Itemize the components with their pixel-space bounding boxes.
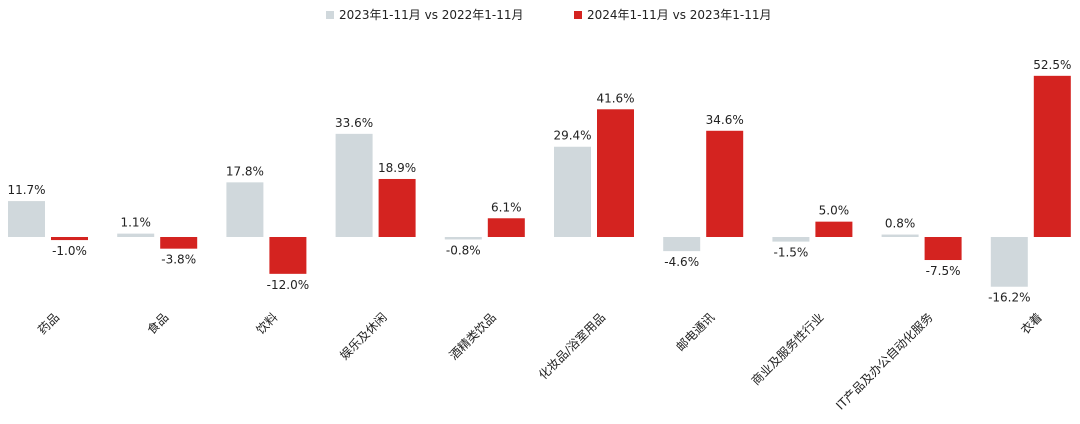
- bar-2024-2: [269, 237, 307, 274]
- data-label-2024-9: 52.5%: [1033, 58, 1071, 72]
- category-label-0: 药品: [35, 310, 62, 337]
- bar-2023-3: [335, 133, 373, 237]
- category-label-7: 商业及服务性行业: [748, 310, 826, 388]
- data-label-2023-4: -0.8%: [446, 243, 481, 257]
- bar-2023-1: [117, 233, 155, 237]
- category-label-3: 娱乐及休闲: [337, 310, 389, 362]
- data-label-2023-8: 0.8%: [885, 217, 916, 231]
- data-label-2023-7: -1.5%: [773, 246, 808, 260]
- bar-2023-2: [226, 182, 264, 237]
- bar-2024-8: [924, 237, 962, 261]
- bar-2023-5: [554, 146, 591, 237]
- category-label-1: 食品: [144, 310, 172, 338]
- data-label-2024-6: 34.6%: [706, 113, 744, 127]
- legend-item-2023: 2023年1-11月 vs 2022年1-11月: [326, 6, 524, 23]
- data-label-2023-2: 17.8%: [226, 164, 264, 178]
- bar-2024-5: [597, 109, 634, 237]
- category-label-6: 邮电通讯: [673, 310, 717, 354]
- data-label-2023-5: 29.4%: [553, 129, 591, 143]
- legend-label-2024: 2024年1-11月 vs 2023年1-11月: [587, 8, 772, 22]
- data-label-2024-8: -7.5%: [926, 264, 961, 278]
- data-label-2023-3: 33.6%: [335, 116, 373, 130]
- data-label-2023-0: 11.7%: [7, 183, 45, 197]
- data-label-2023-9: -16.2%: [988, 291, 1030, 305]
- bar-2023-9: [990, 237, 1028, 287]
- category-label-5: 化妆品/浴室用品: [535, 310, 608, 383]
- bar-2024-3: [378, 178, 416, 237]
- category-label-9: 衣着: [1017, 310, 1045, 338]
- bar-2024-6: [706, 130, 744, 237]
- category-label-2: 饮料: [254, 310, 281, 337]
- legend: 2023年1-11月 vs 2022年1-11月 2024年1-11月 vs 2…: [0, 6, 1080, 26]
- data-label-2023-6: -4.6%: [664, 255, 699, 269]
- bar-2023-6: [663, 237, 701, 252]
- data-label-2024-1: -3.8%: [161, 253, 196, 267]
- bar-2024-1: [160, 237, 198, 249]
- bar-2024-4: [487, 218, 525, 237]
- category-label-8: IT产品及办公自动化服务: [833, 310, 936, 413]
- legend-swatch-2024: [574, 10, 582, 19]
- bar-2024-0: [51, 237, 88, 241]
- bar-2023-0: [8, 201, 45, 237]
- legend-label-2023: 2023年1-11月 vs 2022年1-11月: [339, 8, 524, 22]
- data-label-2024-4: 6.1%: [491, 200, 522, 214]
- category-label-4: 酒精类饮品: [447, 310, 499, 362]
- data-label-2024-0: -1.0%: [52, 244, 87, 258]
- data-label-2024-3: 18.9%: [378, 161, 416, 175]
- bar-2024-9: [1033, 75, 1071, 237]
- data-label-2023-1: 1.1%: [120, 216, 151, 230]
- bar-2023-4: [444, 237, 482, 240]
- bar-2023-8: [881, 234, 919, 237]
- data-label-2024-2: -12.0%: [267, 278, 309, 292]
- legend-item-2024: 2024年1-11月 vs 2023年1-11月: [574, 6, 772, 23]
- data-label-2024-7: 5.0%: [819, 204, 850, 218]
- legend-swatch-2023: [326, 10, 334, 19]
- bar-2024-7: [815, 221, 853, 237]
- data-label-2024-5: 41.6%: [596, 91, 634, 105]
- bar-2023-7: [772, 237, 810, 242]
